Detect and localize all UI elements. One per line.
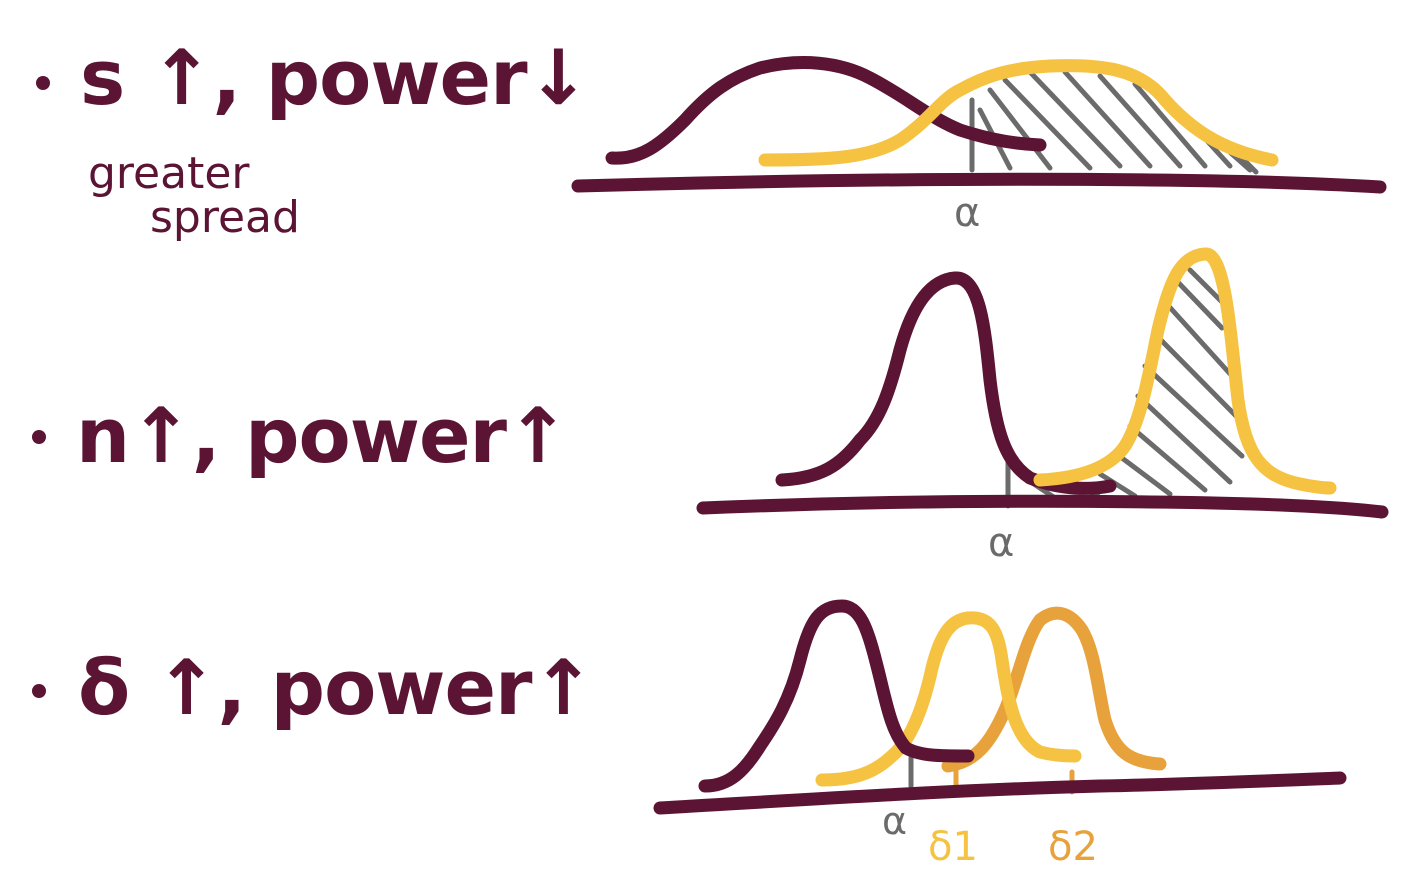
diagram-1-baseline — [571, 172, 1387, 194]
diagram-1-alpha-label: α — [954, 190, 980, 236]
diagram-3-alpha-label: α — [882, 799, 907, 843]
diagram-1-alt-curve — [758, 59, 1279, 167]
diagram-2 — [696, 247, 1389, 519]
diagram-2-alpha-label: α — [988, 520, 1014, 566]
row3-heading: δ ↑, power↑ — [78, 643, 595, 732]
diagram-1-null-curve — [605, 56, 1047, 165]
row1-subtitle-spread: spread — [150, 192, 300, 243]
diagram-2-hatching — [1005, 267, 1245, 509]
diagram-2-alt-curve — [1033, 247, 1337, 495]
row1-subtitle-greater: greater — [88, 148, 250, 199]
diagram-1 — [571, 56, 1387, 194]
diagram-1-hatching — [969, 69, 1259, 175]
row2-heading: n↑, power↑ — [76, 391, 570, 480]
row1-heading: s ↑, power↓ — [80, 33, 590, 122]
diagram-3-delta1-label: δ1 — [928, 824, 978, 870]
diagram-3-null-curve — [698, 599, 975, 793]
diagram-3 — [653, 599, 1347, 815]
bullet-dot-3 — [32, 684, 46, 698]
diagram-2-null-curve — [775, 271, 1117, 495]
diagram-3-baseline — [653, 771, 1347, 815]
bullet-dot-2 — [32, 430, 46, 444]
diagram-3-alt2-curve — [941, 606, 1167, 773]
diagram-3-delta2-label: δ2 — [1048, 824, 1098, 870]
diagram-2-baseline — [696, 494, 1389, 519]
bullet-dot-1 — [36, 76, 50, 90]
